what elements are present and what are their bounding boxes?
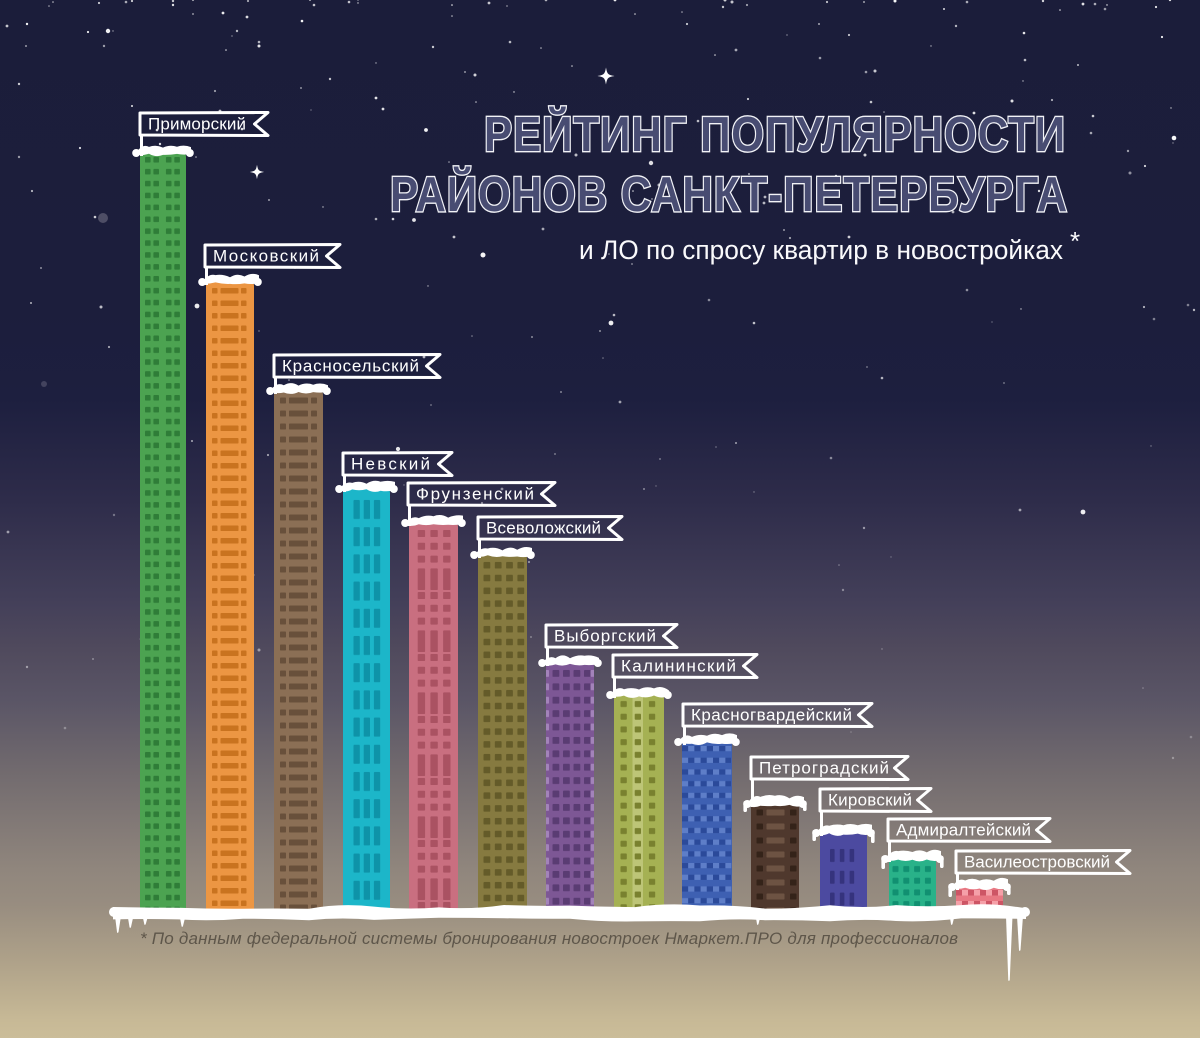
svg-text:Выборгский: Выборгский — [554, 627, 656, 646]
svg-text:Приморский: Приморский — [148, 115, 246, 134]
svg-text:Василеостровский: Василеостровский — [964, 853, 1110, 872]
svg-text:Красногвардейский: Красногвардейский — [691, 706, 852, 725]
svg-text:Невский: Невский — [351, 455, 430, 474]
svg-text:Всеволожский: Всеволожский — [486, 519, 601, 538]
svg-text:Фрунзенский: Фрунзенский — [416, 485, 534, 504]
svg-text:Калининский: Калининский — [621, 657, 736, 676]
svg-text:* По данным федеральной систем: * По данным федеральной системы брониров… — [140, 929, 958, 948]
svg-text:Петроградский: Петроградский — [759, 759, 889, 778]
svg-text:*: * — [1070, 226, 1080, 256]
svg-text:Московский: Московский — [213, 247, 319, 266]
svg-text:Адмиралтейский: Адмиралтейский — [896, 821, 1031, 840]
svg-text:Кировский: Кировский — [828, 791, 912, 810]
svg-text:РАЙОНОВ САНКТ-ПЕТЕРБУРГА: РАЙОНОВ САНКТ-ПЕТЕРБУРГА — [390, 167, 1068, 222]
svg-text:Красносельский: Красносельский — [282, 357, 419, 376]
svg-text:и ЛО по спросу квартир в новос: и ЛО по спросу квартир в новостройках — [579, 235, 1063, 265]
svg-text:РЕЙТИНГ ПОПУЛЯРНОСТИ: РЕЙТИНГ ПОПУЛЯРНОСТИ — [484, 107, 1066, 162]
